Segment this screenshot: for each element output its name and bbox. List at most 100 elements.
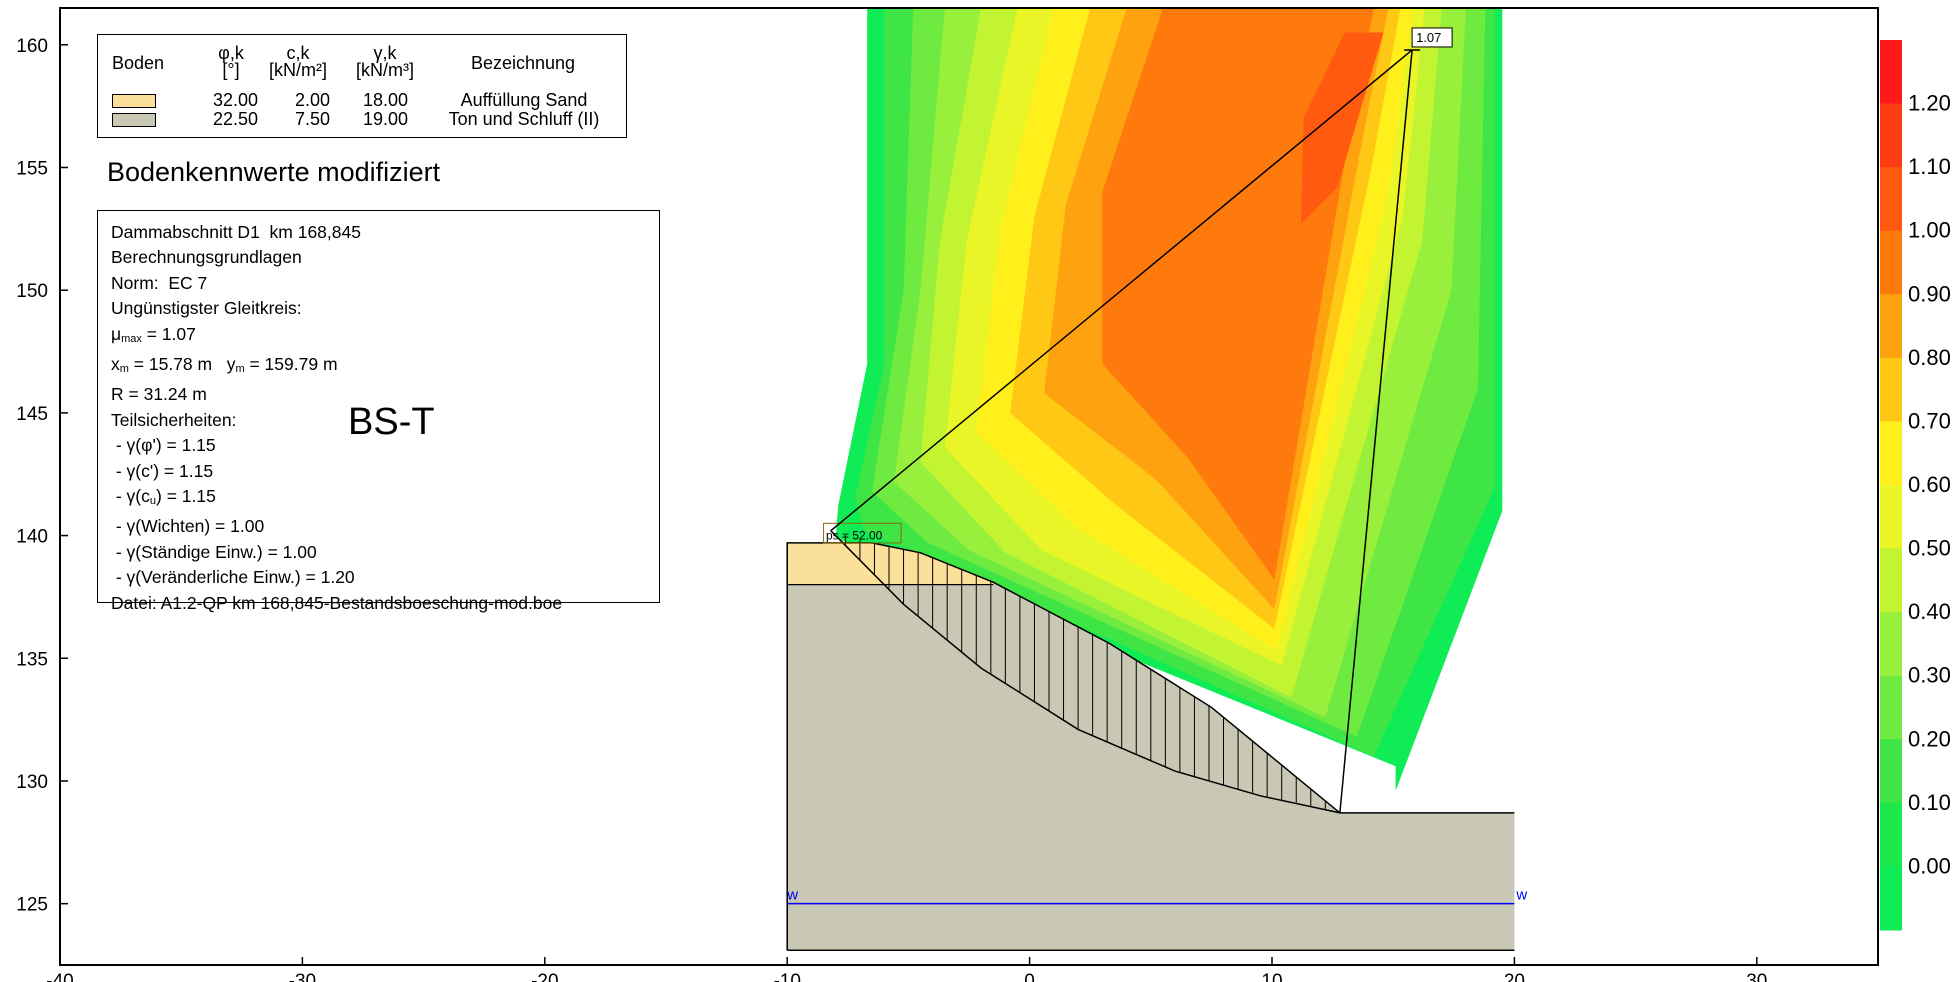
legend-row2-name: Ton und Schluff (II): [448, 109, 600, 129]
colorbar-segment: [1880, 230, 1902, 295]
colorbar-tick-label: 1.20: [1908, 91, 1951, 116]
colorbar-tick-label: 0.90: [1908, 281, 1951, 306]
ym-subscript: m: [235, 363, 245, 376]
soil-legend: Boden φ,k [°] c,k [kN/m²] γ,k [kN/m³] Be…: [97, 34, 627, 138]
plot-frame: [59, 7, 1879, 966]
safety-factor-contours: [835, 8, 1503, 791]
colorbar-tick-label: 0.80: [1908, 345, 1951, 370]
center-label-box: [1411, 27, 1453, 48]
info-mu-max: μmax = 1.07: [111, 322, 646, 352]
colorbar: 1.20 1.10 1.00 0.90 0.80 0.70 0.60 0.50 0.40 0.30…: [1880, 40, 1951, 931]
legend-swatch-clay: [112, 113, 156, 127]
colorbar-tick-label: 0.40: [1908, 599, 1951, 624]
legend-header-c-symbol: c,k: [286, 43, 310, 63]
legend-row1-c: 2.00: [294, 90, 330, 110]
info-gamma-cu: - γ(cu) = 1.15: [111, 484, 646, 514]
legend-header-name: Bezeichnung: [470, 53, 576, 73]
ground-surface: [786, 542, 1515, 951]
water-marker-right: w: [1515, 887, 1527, 904]
legend-swatch-sand: [112, 94, 156, 108]
legend-header-phi-unit: [°]: [222, 60, 240, 80]
legend-header-c-unit: [kN/m²]: [269, 60, 327, 80]
legend-row1-name: Auffüllung Sand: [460, 90, 588, 110]
colorbar-segment: [1880, 357, 1902, 422]
info-radius: R = 31.24 m: [111, 384, 207, 405]
axes: -40 -30 -20 -10 0 10 20 30 125 130 135 140 145 150 155…: [16, 7, 1879, 982]
gamma-cu-post: ) = 1.15: [156, 486, 216, 507]
x-tick-label: -20: [531, 971, 558, 982]
legend-row1-phi: 32.00: [212, 90, 258, 110]
info-section: Dammabschnitt D1 km 168,845: [111, 222, 361, 242]
info-center: xm = 15.78 m ym = 159.79 m: [111, 352, 646, 382]
xm-symbol: x: [111, 354, 120, 375]
x-tick-label: 0: [1024, 971, 1035, 982]
x-tick-label: -30: [289, 971, 316, 982]
legend-header-gamma-symbol: γ,k: [373, 43, 397, 63]
colorbar-segment: [1880, 548, 1902, 613]
x-tick-label: 10: [1261, 971, 1282, 982]
info-gamma-permanent: - γ(Ständige Einw.) = 1.00: [111, 541, 317, 562]
info-gamma-variable: - γ(Veränderliche Einw.) = 1.20: [111, 567, 355, 588]
colorbar-segment: [1880, 675, 1902, 740]
colorbar-segment: [1880, 167, 1902, 232]
sand-layer: [787, 542, 994, 585]
y-tick-label: 145: [16, 404, 48, 425]
x-tick-label: 30: [1746, 971, 1767, 982]
colorbar-tick-label: 0.20: [1908, 726, 1951, 751]
info-partial-factors: Teilsicherheiten:: [111, 409, 237, 430]
colorbar-tick-label: 1.10: [1908, 154, 1951, 179]
y-tick-label: 155: [16, 159, 48, 180]
colorbar-segment: [1880, 802, 1902, 867]
center-label: 1.07: [1416, 30, 1441, 45]
surcharge-load: [823, 522, 902, 544]
colorbar-segment: [1880, 294, 1902, 359]
x-tick-label: -10: [773, 971, 800, 982]
x-tick-label: 20: [1504, 971, 1525, 982]
colorbar-segment: [1880, 739, 1902, 804]
slip-circle: 1.07: [830, 27, 1453, 813]
ym-symbol: y: [226, 354, 236, 375]
radius-left: [830, 49, 1413, 532]
info-file: Datei: A1.2-QP km 168,845-Bestandsboesch…: [111, 592, 563, 613]
colorbar-tick-label: 0.50: [1908, 536, 1951, 561]
colorbar-tick-label: 0.00: [1908, 853, 1951, 878]
legend-row1-gamma: 18.00: [362, 90, 408, 110]
legend-header-phi: φ,k [°]: [201, 43, 261, 80]
colorbar-tick-label: 0.10: [1908, 790, 1951, 815]
colorbar-segment: [1880, 866, 1902, 931]
water-marker-left: w: [786, 887, 798, 904]
mu-subscript: max: [121, 332, 142, 345]
mu-value: = 1.07: [141, 323, 196, 344]
colorbar-tick-label: 0.60: [1908, 472, 1951, 497]
info-critical-circle: Ungünstigster Gleitkreis:: [111, 298, 302, 319]
y-tick-label: 130: [16, 772, 48, 793]
legend-header-gamma-unit: [kN/m³]: [356, 60, 414, 80]
radius-right: [1339, 49, 1413, 813]
legend-row2-c: 7.50: [294, 109, 330, 129]
slip-surface: [830, 530, 1341, 814]
colorbar-segment: [1880, 612, 1902, 677]
legend-header-c: c,k [kN/m²]: [253, 43, 343, 80]
section-label: BS-T: [348, 401, 435, 443]
heading-modified-parameters: Bodenkennwerte modifiziert: [107, 157, 441, 187]
info-gamma-weights: - γ(Wichten) = 1.00: [111, 516, 265, 537]
soil-profile: w w ps = 52.00: [786, 522, 1527, 952]
calculation-info-box: Dammabschnitt D1 km 168,845 Berechnungsg…: [97, 210, 660, 613]
colorbar-tick-label: 0.70: [1908, 408, 1951, 433]
colorbar-segment: [1880, 421, 1902, 486]
gamma-cu-pre: - γ(c: [111, 486, 150, 507]
contour-band-1.00: [1301, 32, 1384, 224]
colorbar-tick-label: 0.30: [1908, 663, 1951, 688]
xm-value: = 15.78 m: [128, 354, 227, 375]
info-gamma-c: - γ(c') = 1.15: [111, 460, 214, 481]
gamma-cu-sub: u: [149, 495, 157, 508]
colorbar-segment: [1880, 40, 1902, 105]
info-basis: Berechnungsgrundlagen: [111, 247, 302, 268]
colorbar-tick-label: 1.00: [1908, 218, 1951, 243]
legend-header-phi-symbol: φ,k: [218, 43, 244, 63]
info-norm: Norm: EC 7: [111, 272, 208, 293]
x-tick-label: -40: [46, 971, 73, 982]
legend-header-boden: Boden: [112, 53, 165, 73]
y-tick-label: 135: [16, 649, 48, 670]
colorbar-segment: [1880, 103, 1902, 168]
